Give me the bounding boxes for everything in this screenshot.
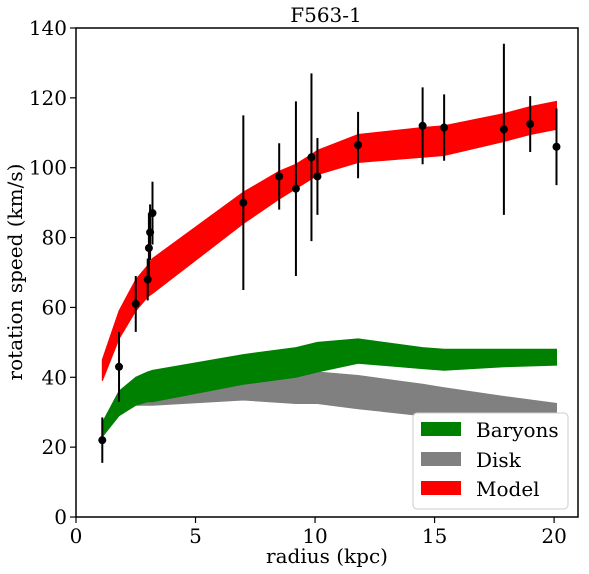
data-point (115, 331, 124, 402)
data-point (354, 111, 363, 179)
data-marker (131, 299, 140, 308)
data-marker (291, 184, 300, 193)
chart-title: F563-1 (290, 3, 362, 27)
data-marker (275, 172, 284, 181)
data-point (98, 417, 107, 463)
data-marker (148, 209, 157, 218)
data-marker (313, 172, 322, 181)
y-tick-label: 140 (29, 16, 67, 40)
data-marker (526, 120, 535, 129)
data-point (552, 108, 561, 186)
tick-marks: 0 5 10 15 20 0 20 40 60 80 100 120 140 (29, 16, 567, 548)
data-marker (499, 125, 508, 134)
data-marker (144, 244, 153, 253)
data-marker (115, 362, 124, 371)
y-tick-label: 100 (29, 156, 67, 180)
data-point (526, 96, 535, 152)
plot-area (98, 43, 561, 463)
legend-label-baryons: Baryons (476, 418, 559, 442)
y-tick-label: 20 (42, 435, 67, 459)
data-point (275, 143, 284, 210)
y-axis-label: rotation speed (km/s) (3, 164, 27, 381)
data-point (239, 115, 248, 290)
x-axis-label: radius (kpc) (266, 544, 388, 568)
data-point (148, 181, 157, 245)
x-tick-label: 0 (70, 524, 83, 548)
data-marker (418, 121, 427, 130)
data-point (131, 275, 140, 332)
data-point (418, 87, 427, 165)
y-tick-label: 120 (29, 86, 67, 110)
data-point (313, 138, 322, 215)
legend-label-model: Model (476, 477, 540, 501)
data-point (307, 73, 316, 242)
data-marker (98, 436, 107, 445)
data-marker (143, 275, 152, 284)
legend-swatch-disk (421, 452, 461, 466)
x-tick-label: 5 (189, 524, 202, 548)
data-marker (440, 123, 449, 132)
y-tick-label: 0 (54, 505, 67, 529)
legend: Baryons Disk Model (412, 412, 569, 510)
data-marker (354, 141, 363, 150)
x-tick-label: 15 (422, 524, 447, 548)
legend-swatch-baryons (421, 422, 461, 436)
data-point (499, 43, 508, 215)
y-tick-label: 40 (42, 365, 67, 389)
data-marker (239, 198, 248, 207)
x-tick-label: 20 (541, 524, 566, 548)
baryons-band (101, 338, 557, 439)
legend-label-disk: Disk (476, 448, 522, 472)
axes (75, 27, 579, 518)
data-point (291, 101, 300, 276)
data-point (440, 94, 449, 161)
x-tick-label: 10 (302, 524, 327, 548)
data-marker (307, 153, 316, 162)
legend-swatch-model (421, 481, 461, 495)
data-marker (552, 142, 561, 151)
plot-frame (75, 27, 579, 518)
y-tick-label: 60 (42, 295, 67, 319)
y-tick-label: 80 (42, 226, 67, 250)
